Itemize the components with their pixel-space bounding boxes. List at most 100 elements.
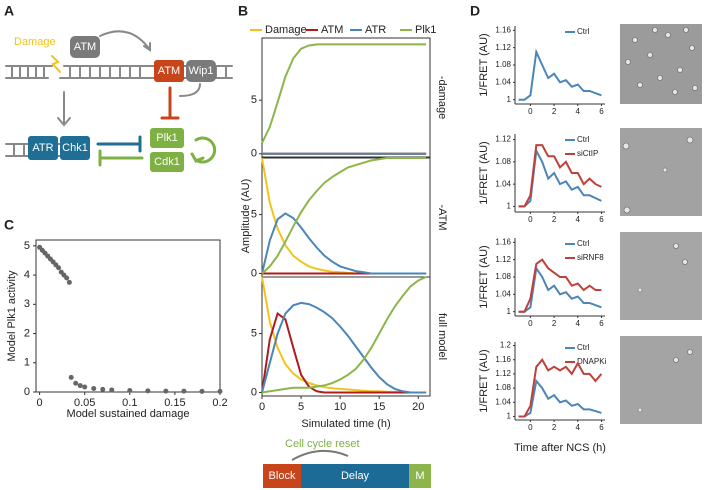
x-tick-label: 0 [37,397,43,409]
y-tick-label: 1.2 [500,341,512,350]
legend-label: Ctrl [577,239,590,248]
data-line [261,276,427,394]
timeline-title: Cell cycle reset [285,438,360,450]
point [91,385,97,391]
y-tick-label: 2 [24,327,30,339]
x-tick-label: 10 [334,401,346,413]
node [60,136,90,160]
legend-label: DNAPKi [577,357,607,366]
y-axis-label: Amplitude (AU) [240,179,252,254]
point [77,383,83,389]
data-line [518,48,602,101]
data-line [518,265,602,313]
plot-frame [261,157,431,278]
y-tick-label: 1 [507,202,512,211]
x-tick-label: 0 [528,423,533,432]
y-axis-label: Model Plk1 activity [6,270,18,362]
y-tick-label: 0 [251,267,257,279]
x-tick-label: 4 [576,423,581,432]
point [127,388,133,394]
node-label: Cdk1 [154,156,180,168]
point [100,386,106,392]
node [186,60,216,82]
panel-label: C [4,217,14,233]
y-tick-label: 1 [24,357,30,369]
point [199,388,205,394]
y-axis-label: 1/FRET (AU) [478,33,490,96]
x-tick-label: 0 [528,319,533,328]
phase-label: M [415,470,424,482]
x-tick-label: 0 [528,215,533,224]
x-tick-label: 2 [552,215,557,224]
legend-label: ATR [365,24,386,36]
node-label: Wip1 [188,65,213,77]
x-tick-label: 0.05 [74,397,95,409]
y-tick-label: 1.08 [495,60,511,69]
image [620,232,702,320]
x-axis-label: Simulated time (h) [301,418,390,430]
data-line [518,144,602,208]
x-tick-label: 6 [599,423,604,432]
y-tick-label: 5 [24,240,30,252]
point [66,279,72,285]
data-line [261,212,427,275]
data-line [261,157,427,275]
y-axis-label: 1/FRET (AU) [478,141,490,204]
plot-frame [35,239,221,393]
data-line [518,378,602,418]
microscopy-images [620,24,702,424]
data-line [261,157,427,275]
y-tick-label: 1.08 [495,157,511,166]
node-label: Chk1 [62,142,88,154]
x-tick-label: 4 [576,319,581,328]
legend-label: Plk1 [415,24,436,36]
y-tick-label: 1 [507,412,512,421]
data-line [261,301,427,394]
x-tick-label: 2 [552,423,557,432]
y-tick-label: 5 [251,327,257,339]
point [68,374,74,380]
y-tick-label: 1.04 [495,289,511,298]
data-line [261,276,427,394]
point [56,265,62,271]
image [620,24,702,104]
node [150,128,184,148]
x-tick-label: 5 [298,401,304,413]
label: Damage [14,36,56,48]
node-label: Plk1 [156,132,177,144]
phase [409,464,431,488]
y-tick-label: 1 [507,307,512,316]
y-tick-label: 3 [24,298,30,310]
data-line [518,357,603,418]
panel-label: D [470,3,480,19]
phase-label: Delay [341,470,370,482]
y-tick-label: 1.08 [495,272,511,281]
legend-label: siCtIP [577,149,598,158]
y-tick-label: 1.12 [495,43,511,52]
x-tick-label: 2 [552,107,557,116]
y-tick-label: 1.12 [495,369,511,378]
y-tick-label: 1.12 [495,255,511,264]
y-tick-label: 1.16 [495,237,511,246]
panel-side-label: -damage [436,76,448,119]
data-line [261,311,427,394]
y-tick-label: 1.04 [495,397,511,406]
x-tick-label: 2 [552,319,557,328]
node [154,60,184,82]
point [82,384,88,390]
y-tick-label: 1.16 [495,355,511,364]
legend-label: Ctrl [577,135,590,144]
x-tick-label: 15 [373,401,385,413]
x-axis-label: Model sustained damage [67,408,190,420]
panel-label: A [4,3,14,19]
phase-label: Block [269,470,296,482]
y-axis-label: 1/FRET (AU) [478,245,490,308]
y-tick-label: 1.08 [495,383,511,392]
point [217,388,223,394]
node [28,136,58,160]
y-tick-label: 0 [251,386,257,398]
legend-label: Damage [265,24,307,36]
timeline: Cell cycle reset Block Delay M [263,438,431,488]
point [145,388,151,394]
